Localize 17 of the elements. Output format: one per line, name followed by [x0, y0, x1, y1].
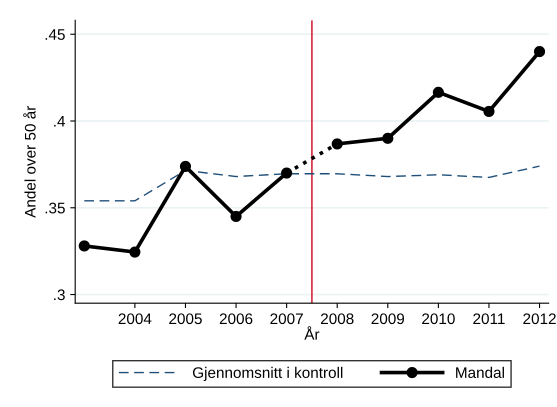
y-tick-label: .3 — [54, 289, 65, 300]
x-tick-label: 2006 — [220, 313, 252, 324]
x-tick-label: 2009 — [372, 313, 404, 324]
legend-label: Gjennomsnitt i kontroll — [192, 366, 342, 382]
y-tick-label: .4 — [54, 116, 66, 127]
y-tick-label: .35 — [46, 202, 65, 214]
x-tick-label: 2007 — [270, 313, 303, 324]
x-tick-label: 2012 — [523, 313, 556, 324]
y-tick-label: .45 — [46, 29, 65, 40]
x-tick-label: 2008 — [320, 313, 354, 324]
x-tick-label: 2004 — [118, 313, 152, 324]
x-axis-title: År — [304, 326, 320, 340]
x-tick-label: 2010 — [422, 313, 455, 324]
x-tick-label: 2011 — [473, 313, 505, 324]
legend-label: Mandal — [456, 366, 504, 378]
x-tick-label: 2005 — [169, 313, 202, 324]
y-axis-title: Andel over 50 år — [23, 106, 36, 218]
